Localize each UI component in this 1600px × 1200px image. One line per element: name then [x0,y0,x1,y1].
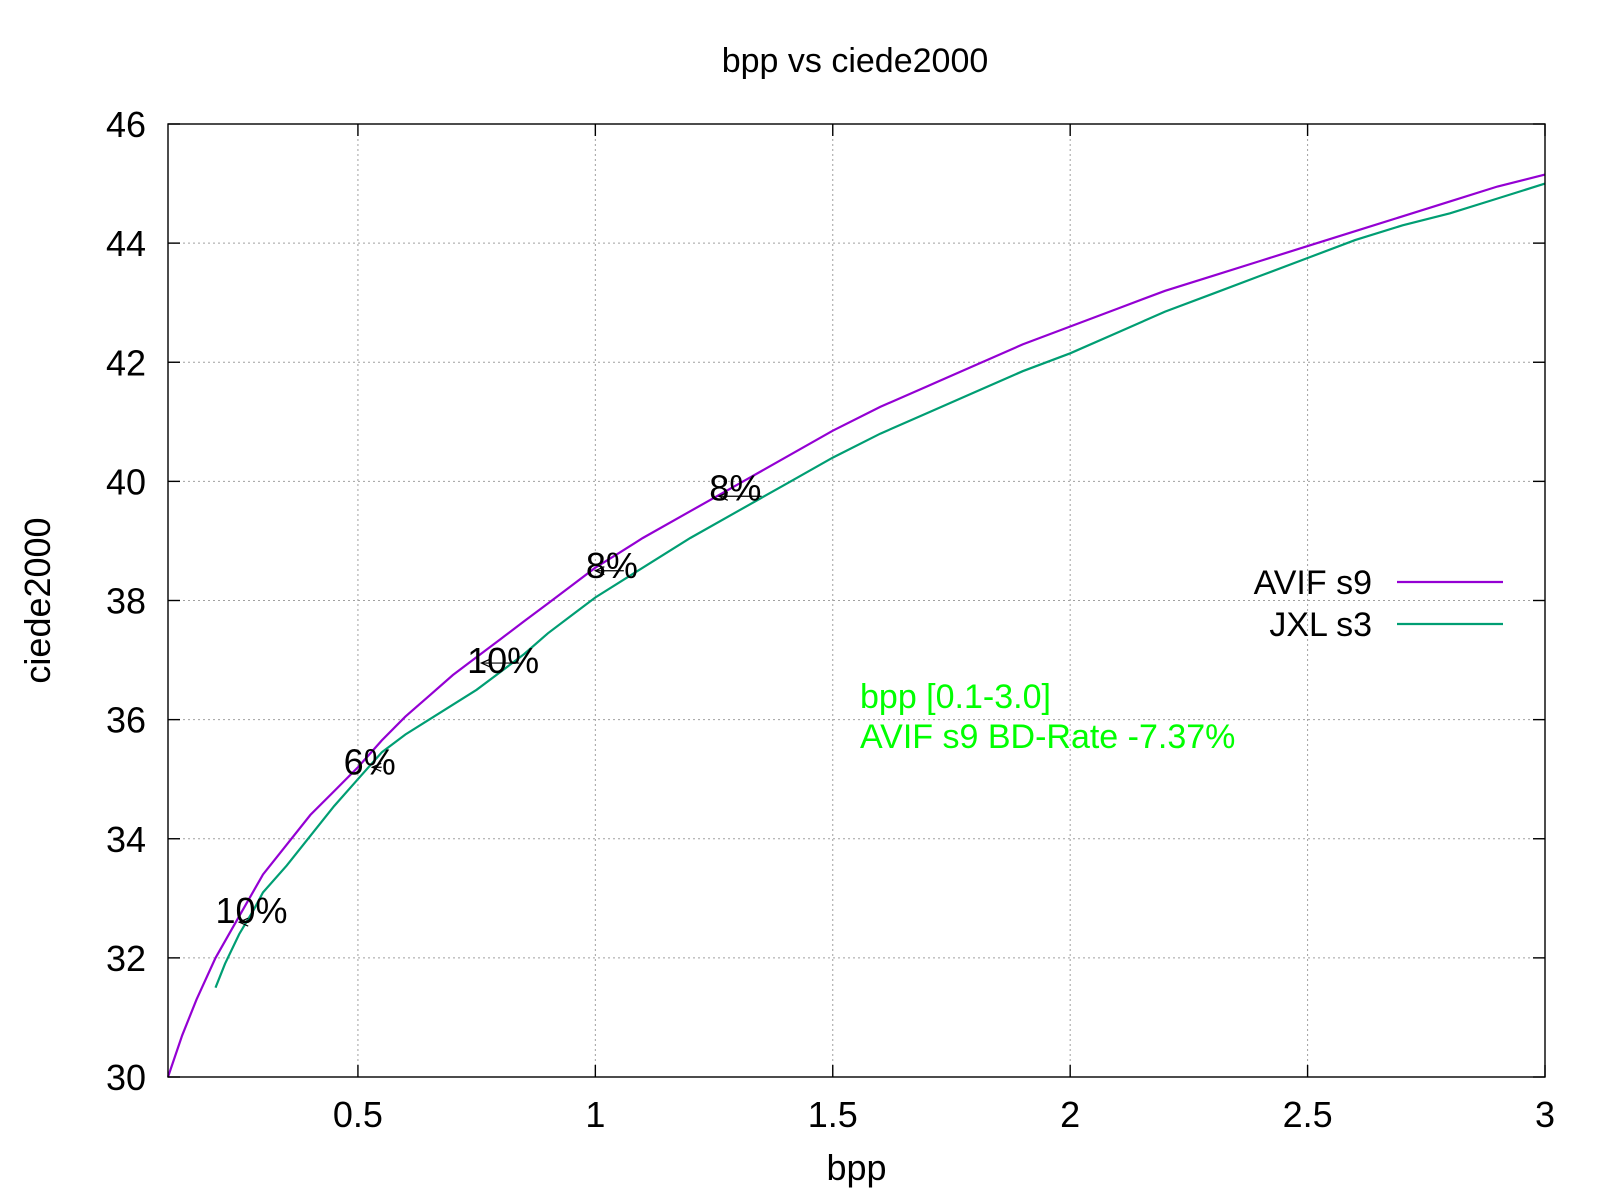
y-tick-label: 42 [106,342,146,383]
series-line-0 [166,173,1546,1078]
series-line-1 [214,182,1546,989]
y-tick-label: 30 [106,1057,146,1098]
x-tick-label: 2 [1060,1094,1080,1135]
annotation-label: 10% [467,640,539,681]
annotation-label: 6% [344,741,396,782]
grid [168,124,1545,1077]
annotation-label: 8% [709,467,761,508]
y-tick-label: 34 [106,819,146,860]
annotation-label: 8% [586,545,638,586]
legend-label: JXL s3 [1269,606,1372,644]
annotation-arrowhead [593,566,605,576]
x-tick-label: 1.5 [808,1094,858,1135]
x-tick-label: 1 [585,1094,605,1135]
bd-rate-note: bpp [0.1-3.0]AVIF s9 BD-Rate -7.37% [860,678,1235,756]
annotation-arrowhead [479,658,491,668]
x-tick-label: 0.5 [333,1094,383,1135]
annotation-arrowhead [370,762,382,772]
chart-title: bpp vs ciede2000 [722,42,989,80]
y-tick-label: 36 [106,700,146,741]
annotation-arrowhead [237,917,249,927]
y-tick-label: 44 [106,223,146,264]
x-axis-label: bpp [826,1147,886,1188]
y-tick-label: 46 [106,104,146,145]
axis-ticks: 0.5 1 1.5 2 2.5 3 30 32 34 36 38 40 42 44 46 [106,104,1555,1135]
note-line: bpp [0.1-3.0] [860,678,1051,716]
y-tick-label: 38 [106,581,146,622]
x-tick-label: 3 [1535,1094,1555,1135]
note-line: AVIF s9 BD-Rate -7.37% [860,718,1235,756]
annotation-layer: 10% 6% 10% 8% 8% [215,467,762,931]
x-tick-label: 2.5 [1283,1094,1333,1135]
annotation-label: 10% [215,890,287,931]
y-axis-label: ciede2000 [17,517,58,683]
y-tick-label: 40 [106,461,146,502]
legend-label: AVIF s9 [1254,564,1372,602]
y-tick-label: 32 [106,938,146,979]
annotation-arrowhead [717,491,729,501]
series-layer [166,173,1546,1078]
legend: AVIF s9 JXL s3 [1254,564,1503,644]
